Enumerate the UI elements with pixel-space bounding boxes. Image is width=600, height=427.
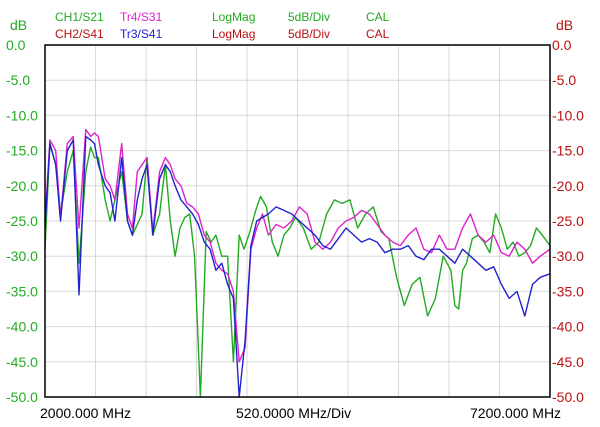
left-tick-label: -45.0: [6, 354, 38, 370]
header-label: CAL: [366, 10, 390, 24]
header-label: CAL: [366, 27, 390, 41]
header-label: Tr3/S41: [120, 27, 163, 41]
plot-frame: [44, 44, 551, 398]
right-tick-label: -15.0: [552, 143, 584, 159]
right-tick-label: -10.0: [552, 107, 584, 123]
left-tick-label: -15.0: [6, 143, 38, 159]
header-label: LogMag: [212, 27, 256, 41]
header-label: 5dB/Div: [288, 10, 331, 24]
left-tick-label: -35.0: [6, 283, 38, 299]
right-tick-label: -50.0: [552, 389, 584, 405]
header-label: Tr4/S31: [120, 10, 163, 24]
left-tick-label: 0.0: [6, 37, 26, 53]
left-tick-label: -25.0: [6, 213, 38, 229]
trace-tr3-s41: [44, 135, 551, 398]
stop-frequency: 7200.000 MHz: [470, 405, 561, 421]
trace-tr4-s31: [44, 128, 551, 363]
left-axis-unit: dB: [10, 17, 27, 33]
right-tick-label: -25.0: [552, 213, 584, 229]
left-tick-label: -5.0: [6, 72, 30, 88]
header-label: CH2/S41: [55, 27, 104, 41]
right-axis-unit: dB: [556, 17, 573, 33]
left-tick-label: -40.0: [6, 319, 38, 335]
trace-ch1-s21: [44, 142, 551, 398]
right-tick-label: -35.0: [552, 283, 584, 299]
right-axis-ticks: 0.0 -5.0 -10.0 -15.0 -20.0 -25.0 -30.0 -35.0 -40…: [552, 37, 584, 405]
right-tick-label: -5.0: [552, 72, 576, 88]
left-tick-label: -50.0: [6, 389, 38, 405]
right-tick-label: -40.0: [552, 319, 584, 335]
header-label: 5dB/Div: [288, 27, 331, 41]
left-tick-label: -30.0: [6, 248, 38, 264]
header-label: CH1/S21: [55, 10, 104, 24]
span-per-division: 520.0000 MHz/Div: [236, 405, 351, 421]
left-tick-label: -10.0: [6, 107, 38, 123]
traces: [44, 128, 551, 398]
start-frequency: 2000.000 MHz: [40, 405, 131, 421]
left-tick-label: -20.0: [6, 178, 38, 194]
right-tick-label: -45.0: [552, 354, 584, 370]
right-tick-label: 0.0: [552, 37, 572, 53]
right-tick-label: -20.0: [552, 178, 584, 194]
header-label: LogMag: [212, 10, 256, 24]
right-tick-label: -30.0: [552, 248, 584, 264]
left-axis-ticks: 0.0 -5.0 -10.0 -15.0 -20.0 -25.0 -30.0 -35.0 -40…: [6, 37, 38, 405]
